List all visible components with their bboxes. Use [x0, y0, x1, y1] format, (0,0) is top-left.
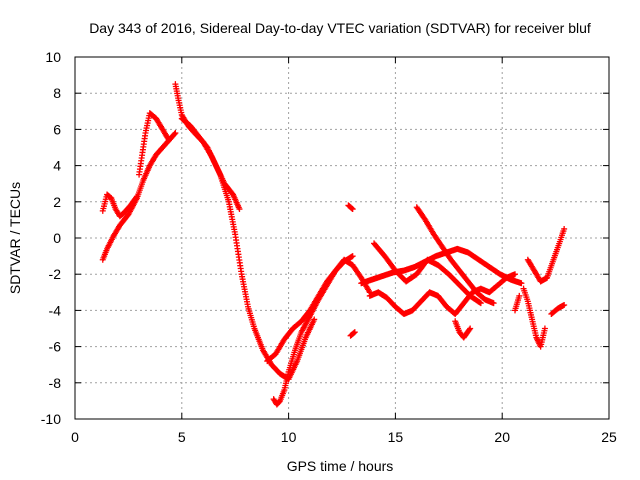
y-axis-label: SDTVAR / TECUs: [7, 182, 23, 294]
series-track-c: [136, 110, 172, 178]
data-point: [236, 206, 243, 213]
data-point: [512, 271, 519, 278]
y-tick-label: -8: [49, 375, 62, 391]
data-point: [351, 329, 358, 336]
y-tick-label: 6: [53, 121, 61, 137]
y-tick-label: -2: [49, 266, 62, 282]
y-tick-label: 4: [53, 158, 61, 174]
series-track-e: [178, 115, 243, 213]
y-tick-label: 8: [53, 85, 61, 101]
series-track-n: [452, 318, 474, 341]
series-track-m: [371, 240, 484, 307]
series-track-r: [512, 292, 523, 314]
series-track-q: [548, 301, 568, 318]
chart-title: Day 343 of 2016, Sidereal Day-to-day VTE…: [89, 20, 591, 36]
data-point: [350, 329, 357, 336]
x-axis-label: GPS time / hours: [287, 458, 394, 474]
plot-frame: [74, 56, 610, 420]
grid: [75, 57, 609, 419]
axes: 0 5 10 15 20 25 -10 -8 -6 -4 -2 0 2 4 6 8 10: [41, 49, 617, 445]
data-point: [349, 253, 356, 260]
data-point: [561, 301, 568, 308]
series-track-h: [345, 202, 356, 213]
x-tick-label: 25: [601, 429, 617, 445]
data-point: [541, 325, 548, 332]
x-tick-label: 15: [388, 429, 404, 445]
data-points: [99, 81, 568, 408]
y-tick-label: 2: [53, 194, 61, 210]
x-tick-label: 10: [281, 429, 297, 445]
data-point: [133, 193, 140, 200]
x-tick-label: 0: [71, 429, 79, 445]
series-track-g: [264, 253, 356, 365]
y-tick-label: 0: [53, 230, 61, 246]
data-point: [311, 316, 318, 323]
data-point: [467, 325, 474, 332]
x-tick-label: 5: [178, 429, 186, 445]
y-tick-label: -4: [49, 302, 62, 318]
series-track-j: [358, 245, 525, 287]
series-track-o: [520, 285, 548, 350]
data-point: [516, 292, 523, 299]
series-track-i: [347, 329, 358, 339]
data-point: [171, 130, 178, 137]
y-tick-label: 10: [45, 49, 61, 65]
y-tick-label: -10: [41, 411, 61, 427]
data-point: [172, 130, 179, 137]
data-point: [165, 137, 172, 144]
series-track-l: [413, 204, 497, 307]
series-track-k: [366, 271, 519, 318]
x-tick-label: 20: [494, 429, 510, 445]
data-point: [349, 206, 356, 213]
data-point: [477, 300, 484, 307]
data-point: [490, 300, 497, 307]
y-tick-label: -6: [49, 339, 62, 355]
data-point: [561, 225, 568, 232]
data-point: [466, 326, 473, 333]
series-track-p: [524, 225, 568, 285]
data-point: [518, 280, 525, 287]
data-point: [133, 194, 140, 201]
series-track-b: [99, 191, 140, 220]
data-point: [348, 205, 355, 212]
